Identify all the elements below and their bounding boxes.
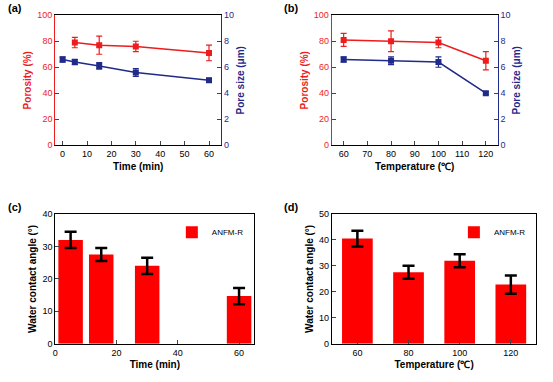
svg-text:Temperature (℃): Temperature (℃) <box>394 359 473 370</box>
svg-text:60: 60 <box>234 348 244 358</box>
svg-text:(d): (d) <box>284 201 298 213</box>
svg-text:Water contact angle (°): Water contact angle (°) <box>304 225 315 333</box>
svg-text:ANFM-R: ANFM-R <box>212 228 243 237</box>
svg-text:0: 0 <box>60 149 65 159</box>
svg-text:30: 30 <box>131 149 141 159</box>
svg-text:80: 80 <box>319 36 329 46</box>
svg-text:30: 30 <box>319 261 329 271</box>
svg-text:10: 10 <box>82 149 92 159</box>
svg-text:20: 20 <box>112 348 122 358</box>
svg-text:10: 10 <box>501 10 511 20</box>
svg-text:100: 100 <box>314 10 329 20</box>
svg-text:60: 60 <box>204 149 214 159</box>
svg-text:20: 20 <box>319 287 329 297</box>
svg-text:40: 40 <box>319 235 329 245</box>
svg-text:20: 20 <box>42 114 52 124</box>
svg-text:50: 50 <box>319 209 329 219</box>
svg-text:80: 80 <box>386 149 396 159</box>
svg-text:Pore size (μm): Pore size (μm) <box>511 46 522 114</box>
svg-text:8: 8 <box>224 36 229 46</box>
svg-text:20: 20 <box>106 149 116 159</box>
svg-text:10: 10 <box>319 313 329 323</box>
svg-text:20: 20 <box>319 114 329 124</box>
svg-text:0: 0 <box>47 140 52 150</box>
svg-text:4: 4 <box>224 88 229 98</box>
svg-text:0: 0 <box>324 339 329 349</box>
svg-text:70: 70 <box>362 149 372 159</box>
svg-text:ANFM-R: ANFM-R <box>494 228 525 237</box>
svg-text:80: 80 <box>404 348 414 358</box>
svg-text:30: 30 <box>42 242 52 252</box>
svg-text:110: 110 <box>455 149 469 159</box>
svg-text:100: 100 <box>431 149 446 159</box>
svg-text:0: 0 <box>47 339 52 349</box>
svg-text:120: 120 <box>478 149 493 159</box>
svg-text:Time (min): Time (min) <box>113 161 163 172</box>
svg-text:10: 10 <box>224 10 234 20</box>
svg-text:0: 0 <box>501 140 506 150</box>
svg-text:(b): (b) <box>284 2 298 14</box>
svg-text:10: 10 <box>42 306 52 316</box>
svg-text:0: 0 <box>324 140 329 150</box>
svg-text:50: 50 <box>180 149 190 159</box>
svg-text:6: 6 <box>501 62 506 72</box>
svg-text:80: 80 <box>42 36 52 46</box>
svg-text:2: 2 <box>501 114 506 124</box>
svg-text:Time (min): Time (min) <box>130 359 180 370</box>
svg-text:60: 60 <box>352 348 362 358</box>
svg-text:8: 8 <box>501 36 506 46</box>
svg-text:40: 40 <box>155 149 165 159</box>
svg-text:0: 0 <box>53 348 58 358</box>
svg-text:(c): (c) <box>8 201 22 213</box>
svg-text:60: 60 <box>319 62 329 72</box>
svg-text:Porosity (%): Porosity (%) <box>299 51 310 109</box>
svg-text:40: 40 <box>42 209 52 219</box>
svg-text:40: 40 <box>173 348 183 358</box>
svg-text:20: 20 <box>42 274 52 284</box>
svg-text:100: 100 <box>37 10 52 20</box>
svg-text:120: 120 <box>503 348 518 358</box>
svg-text:0: 0 <box>224 140 229 150</box>
svg-text:6: 6 <box>224 62 229 72</box>
svg-text:(a): (a) <box>8 2 22 14</box>
svg-text:60: 60 <box>42 62 52 72</box>
svg-text:40: 40 <box>42 88 52 98</box>
svg-text:100: 100 <box>452 348 467 358</box>
svg-text:2: 2 <box>224 114 229 124</box>
svg-text:Porosity (%): Porosity (%) <box>22 51 33 109</box>
svg-text:90: 90 <box>410 149 420 159</box>
svg-text:Pore size (μm): Pore size (μm) <box>235 46 246 114</box>
svg-text:4: 4 <box>501 88 506 98</box>
svg-text:40: 40 <box>319 88 329 98</box>
svg-text:Water contact angle (°): Water contact angle (°) <box>27 225 38 333</box>
svg-text:Temperature (℃): Temperature (℃) <box>375 161 454 172</box>
svg-text:60: 60 <box>339 149 349 159</box>
